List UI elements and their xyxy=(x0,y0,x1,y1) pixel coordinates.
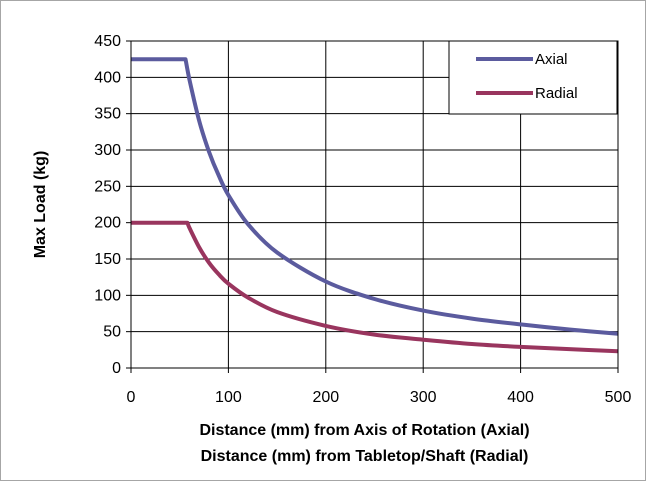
y-tick-label: 150 xyxy=(94,251,121,268)
y-tick-label: 400 xyxy=(94,69,121,86)
plot-area-border xyxy=(130,40,619,369)
x-axis-title-line-1: Distance (mm) from Axis of Rotation (Axi… xyxy=(199,422,529,439)
series-line-axial xyxy=(131,57,619,336)
y-tick-label: 450 xyxy=(94,33,121,50)
x-tick-label: 100 xyxy=(215,389,242,406)
x-axis-title-line-2: Distance (mm) from Tabletop/Shaft (Radia… xyxy=(201,448,529,465)
y-tick-label: 200 xyxy=(94,215,121,232)
x-tick-label: 500 xyxy=(605,389,632,406)
series-line-radial xyxy=(131,220,619,354)
y-tick-label: 300 xyxy=(94,142,121,159)
legend-label-axial: Axial xyxy=(535,51,568,68)
y-tick-label: 250 xyxy=(94,178,121,195)
y-tick-label: 100 xyxy=(94,287,121,304)
x-tick-label: 0 xyxy=(127,389,136,406)
legend-box xyxy=(448,40,618,115)
y-tick-label: 350 xyxy=(94,106,121,123)
legend-label-radial: Radial xyxy=(535,85,578,102)
y-tick-label: 50 xyxy=(103,324,121,341)
y-axis-title: Max Load (kg) xyxy=(32,151,49,259)
x-tick-label: 400 xyxy=(507,389,534,406)
y-tick-label: 0 xyxy=(112,360,121,377)
x-tick-label: 300 xyxy=(410,389,437,406)
x-tick-label: 200 xyxy=(312,389,339,406)
